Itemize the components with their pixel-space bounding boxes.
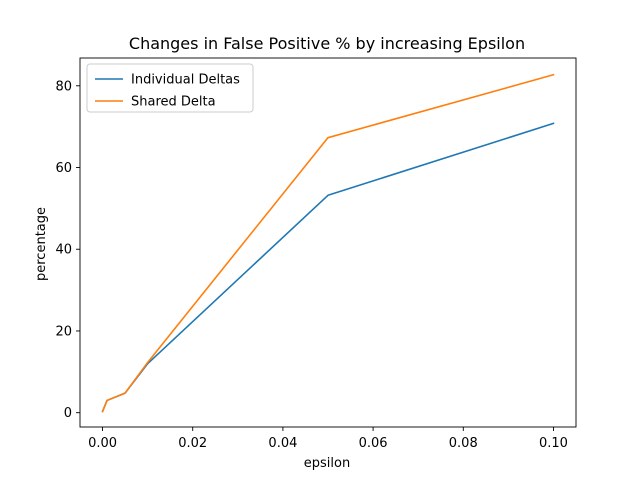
x-tick-label: 0.00 (88, 436, 117, 451)
y-tick-label: 0 (64, 406, 72, 421)
y-tick-label: 40 (55, 243, 72, 258)
series-layer (101, 73, 555, 413)
series-line-2 (101, 73, 555, 413)
x-tick-label: 0.04 (268, 436, 297, 451)
x-tick-label: 0.10 (539, 436, 568, 451)
y-tick-label: 80 (55, 79, 72, 94)
x-axis-label: epsilon (304, 456, 350, 471)
y-tick-label: 20 (55, 324, 72, 339)
x-tick-label: 0.02 (178, 436, 207, 451)
y-axis-label: percentage (34, 207, 49, 281)
x-tick-label: 0.06 (359, 436, 388, 451)
legend-box (86, 63, 254, 113)
y-tick-label: 60 (55, 161, 72, 176)
x-tick-label: 0.08 (449, 436, 478, 451)
plot-frame (79, 57, 577, 428)
legend: Individual Deltas Shared Delta (86, 63, 254, 113)
legend-label-1: Individual Deltas (131, 73, 240, 88)
legend-label-2: Shared Delta (131, 95, 216, 110)
chart-title: Changes in False Positive % by increasin… (129, 34, 525, 53)
axes-layer: 0.00 0.02 0.04 0.06 0.08 0.10 0 20 40 60 80 (55, 57, 577, 451)
